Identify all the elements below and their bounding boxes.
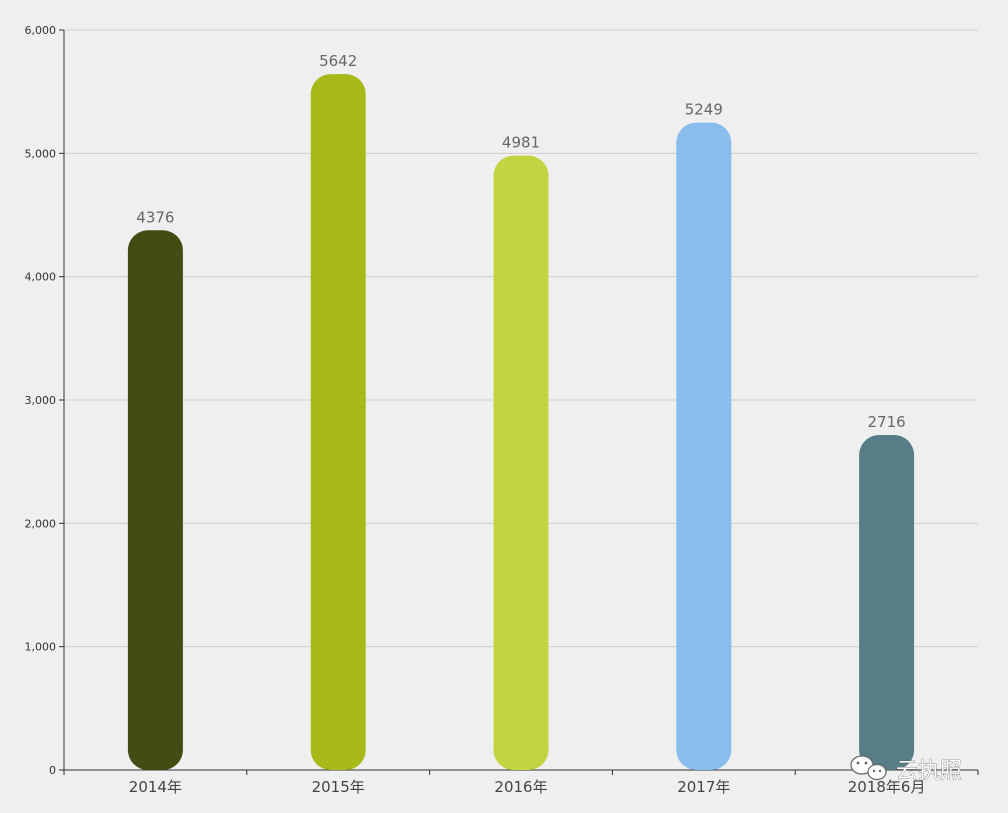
y-tick-label: 0 <box>49 764 56 777</box>
data-label: 4376 <box>136 208 174 226</box>
y-tick-label: 2,000 <box>25 517 57 530</box>
data-labels: 4376 5642 4981 5249 2716 <box>136 52 905 431</box>
y-tick-label: 1,000 <box>25 641 57 654</box>
watermark-text: 云执照 <box>896 759 962 784</box>
y-tick-label: 6,000 <box>25 24 57 37</box>
bar <box>676 122 732 770</box>
data-label: 5249 <box>685 101 723 119</box>
data-label: 5642 <box>319 52 357 70</box>
data-label: 2716 <box>868 413 906 431</box>
bar <box>127 230 183 770</box>
axes: 0 1,000 2,000 3,000 4,000 5,000 6,000 2014年 2015… <box>25 24 979 796</box>
y-tick-label: 3,000 <box>25 394 57 407</box>
x-tick-label: 2014年 <box>129 778 182 796</box>
wechat-icon <box>850 755 887 781</box>
bar <box>310 74 366 771</box>
bar <box>859 435 915 770</box>
bars <box>127 74 915 771</box>
x-tick-label: 2017年 <box>677 778 730 796</box>
y-tick-label: 5,000 <box>25 147 57 160</box>
bar <box>493 155 549 771</box>
x-tick-label: 2016年 <box>494 778 547 796</box>
data-label: 4981 <box>502 134 540 152</box>
x-tick-label: 2018年6月 <box>848 778 926 796</box>
y-tick-label: 4,000 <box>25 271 57 284</box>
watermark: 云执照 <box>850 755 962 784</box>
x-tick-label: 2015年 <box>312 778 365 796</box>
